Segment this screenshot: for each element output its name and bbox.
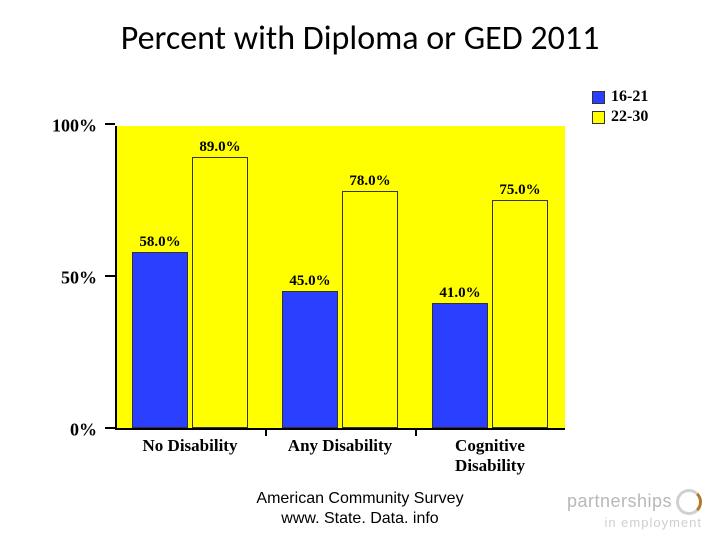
bar-group: 45.0%78.0%Any Disability: [282, 126, 398, 428]
y-axis-label: 100%: [50, 116, 103, 137]
x-tick: [415, 428, 417, 436]
legend-label: 16-21: [611, 88, 648, 106]
bar-value-label: 58.0%: [133, 234, 187, 253]
legend-label: 22-30: [611, 108, 648, 126]
y-axis-label: 50%: [50, 268, 103, 289]
bar-value-label: 75.0%: [493, 182, 547, 201]
logo-text-top: partnerships: [567, 489, 702, 515]
bar-value-label: 41.0%: [433, 285, 487, 304]
y-tick: [105, 275, 115, 277]
legend: 16-21 22-30: [592, 88, 648, 128]
bar: 41.0%: [432, 303, 488, 428]
x-tick: [265, 428, 267, 436]
legend-swatch: [592, 111, 605, 124]
logo-circle-icon: [676, 489, 702, 515]
bar-value-label: 89.0%: [193, 139, 247, 158]
chart-area: 58.0%89.0%No Disability45.0%78.0%Any Dis…: [50, 80, 600, 480]
logo-text-bottom: in employment: [567, 515, 702, 530]
y-tick: [105, 427, 115, 429]
y-tick: [105, 123, 115, 125]
legend-item: 22-30: [592, 108, 648, 126]
legend-item: 16-21: [592, 88, 648, 106]
x-axis-label: Any Disability: [270, 428, 410, 456]
plot: 58.0%89.0%No Disability 45.0%78.0%Any Dis…: [115, 126, 565, 430]
bar-value-label: 78.0%: [343, 173, 397, 192]
x-axis-label: Cognitive Disability: [420, 428, 560, 476]
x-axis-label: No Disability: [120, 428, 260, 456]
legend-swatch: [592, 91, 605, 104]
bar: 75.0%: [492, 200, 548, 428]
y-axis-label: 0%: [50, 420, 103, 441]
page-title: Percent with Diploma or GED 2011: [0, 18, 720, 59]
bar-group: 41.0%75.0%Cognitive Disability: [432, 126, 548, 428]
bar: 45.0%: [282, 291, 338, 428]
bar-value-label: 45.0%: [283, 273, 337, 292]
logo: partnerships in employment: [567, 489, 702, 530]
bar: 58.0%: [132, 252, 188, 428]
bar-group: 58.0%89.0%No Disability: [132, 126, 248, 428]
bar: 89.0%: [192, 157, 248, 428]
bar: 78.0%: [342, 191, 398, 428]
